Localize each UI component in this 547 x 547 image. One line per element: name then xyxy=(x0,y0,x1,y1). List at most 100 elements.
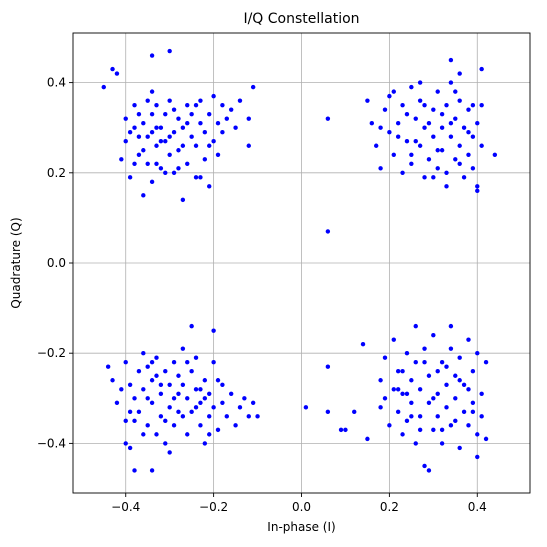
data-point xyxy=(149,360,155,365)
data-point xyxy=(171,396,177,401)
data-point xyxy=(171,360,177,365)
data-point xyxy=(180,197,186,203)
data-point xyxy=(409,84,414,90)
data-point xyxy=(237,405,243,410)
data-point xyxy=(466,423,471,428)
data-point xyxy=(395,409,401,415)
data-point xyxy=(193,387,199,392)
data-point xyxy=(470,409,476,415)
data-point xyxy=(492,152,498,157)
data-point xyxy=(136,134,142,139)
data-point xyxy=(461,125,467,130)
data-point xyxy=(193,175,199,180)
data-point xyxy=(417,143,423,148)
data-point xyxy=(378,166,383,171)
data-point xyxy=(176,148,181,153)
data-point xyxy=(479,66,484,72)
data-point xyxy=(413,139,418,144)
data-point xyxy=(404,139,410,144)
data-point xyxy=(457,355,462,360)
data-point xyxy=(343,427,348,433)
data-point xyxy=(483,360,489,365)
data-point xyxy=(110,66,115,72)
x-tick-label: −0.2 xyxy=(199,500,228,514)
data-point xyxy=(457,71,462,76)
data-point xyxy=(119,157,124,162)
data-point xyxy=(391,387,396,392)
data-point xyxy=(426,373,432,378)
data-point xyxy=(453,157,458,162)
data-point xyxy=(167,98,172,103)
x-tick-label: 0.2 xyxy=(380,500,399,514)
data-point xyxy=(228,391,234,396)
data-point xyxy=(439,148,445,153)
data-point xyxy=(413,441,418,446)
data-point xyxy=(457,143,462,148)
data-point xyxy=(250,84,256,90)
data-point xyxy=(409,152,414,157)
data-point xyxy=(422,125,427,130)
x-axis-ticks: −0.4 −0.2 0.0 0.2 0.4 xyxy=(111,493,487,514)
data-point xyxy=(395,134,401,139)
data-point xyxy=(461,409,467,415)
data-point xyxy=(215,152,221,157)
data-point xyxy=(101,84,106,90)
data-point xyxy=(127,445,133,451)
y-tick-label: −0.4 xyxy=(37,436,66,450)
data-point xyxy=(387,423,392,428)
data-point xyxy=(180,382,186,387)
data-point xyxy=(475,350,480,356)
data-point xyxy=(193,143,199,148)
data-point xyxy=(483,436,489,442)
data-point xyxy=(475,184,480,189)
data-point xyxy=(435,391,440,396)
data-point xyxy=(136,152,142,157)
data-point xyxy=(185,102,190,108)
data-point xyxy=(220,400,225,406)
data-point xyxy=(180,125,186,130)
data-point xyxy=(250,400,256,406)
data-point xyxy=(171,170,177,176)
data-point xyxy=(202,441,208,446)
data-point xyxy=(163,369,168,374)
data-point xyxy=(470,400,476,406)
data-point xyxy=(461,382,467,387)
data-point xyxy=(404,350,410,356)
data-point xyxy=(435,166,440,171)
data-point xyxy=(453,418,458,424)
data-point xyxy=(435,369,440,374)
data-point xyxy=(325,364,331,369)
data-point xyxy=(444,102,449,108)
data-point xyxy=(448,323,454,329)
data-point xyxy=(325,229,331,234)
data-point xyxy=(417,98,423,103)
data-point xyxy=(211,360,216,365)
data-point xyxy=(453,116,458,121)
data-point xyxy=(448,80,454,85)
y-tick-label: 0.2 xyxy=(47,166,66,180)
data-point xyxy=(378,405,383,410)
data-point xyxy=(136,111,142,117)
data-point xyxy=(417,387,423,392)
data-point xyxy=(233,423,238,428)
data-point xyxy=(149,378,155,383)
data-point xyxy=(158,391,164,396)
data-point xyxy=(154,373,159,378)
data-point xyxy=(149,130,155,135)
data-point xyxy=(360,341,366,347)
data-point xyxy=(123,116,128,121)
data-point xyxy=(448,120,454,126)
data-point xyxy=(193,102,199,108)
data-point xyxy=(224,116,229,121)
data-point xyxy=(435,414,440,419)
data-point xyxy=(185,396,190,401)
data-point xyxy=(220,382,225,387)
data-point xyxy=(207,432,212,437)
data-point xyxy=(180,414,186,419)
data-point xyxy=(189,111,194,117)
data-point xyxy=(404,391,410,396)
data-point xyxy=(369,120,375,126)
data-point xyxy=(114,71,120,76)
data-point xyxy=(220,130,225,135)
data-point xyxy=(211,328,216,333)
